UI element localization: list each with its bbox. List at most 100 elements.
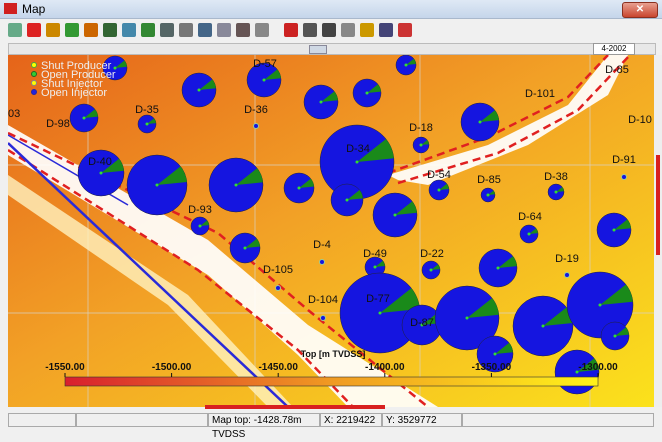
- well-slice: [421, 140, 429, 145]
- well-label: D-36: [244, 104, 268, 116]
- well-label: D-85: [477, 174, 501, 186]
- well-slice: [406, 58, 416, 65]
- legend-symbol: [31, 89, 37, 95]
- colorbar: Top [m TVDSS] -1550.00 -1500.00 -1450.00 -14…: [45, 349, 618, 387]
- well-dot: [575, 370, 579, 374]
- well-dot: [198, 224, 202, 228]
- well-label: D-34: [346, 143, 370, 155]
- well-label: D-40: [88, 156, 112, 168]
- well-dot: [437, 188, 441, 192]
- well-dot: [234, 183, 238, 187]
- toolbar-button[interactable]: [198, 23, 212, 37]
- well-label: D-64: [518, 211, 542, 223]
- well-dot: [612, 228, 616, 232]
- well-label: D-35: [135, 104, 159, 116]
- toolbar-button[interactable]: [217, 23, 231, 37]
- well-slice: [84, 109, 98, 118]
- toolbar-button[interactable]: [255, 23, 269, 37]
- well-dot: [320, 315, 326, 321]
- well-label: D-105: [263, 264, 293, 276]
- colorbar-tick-label: -1300.00: [578, 362, 618, 373]
- toolbar-button[interactable]: [8, 23, 22, 37]
- well-label: D-98: [46, 118, 70, 130]
- status-y: Y: 3529772: [382, 413, 462, 427]
- well-slice: [375, 260, 385, 267]
- toolbar-button[interactable]: [236, 23, 250, 37]
- well-dot: [145, 122, 149, 126]
- toolbar-button[interactable]: [160, 23, 174, 37]
- well-label: D-38: [544, 171, 568, 183]
- well-slice: [245, 238, 260, 248]
- status-map-top: Map top: -1428.78m TVDSS: [208, 413, 320, 440]
- date-selector[interactable]: 4-2002: [593, 43, 635, 55]
- well-label: D-54: [427, 169, 451, 181]
- legend-symbol: [31, 80, 37, 86]
- toolbar-button[interactable]: [303, 23, 317, 37]
- toolbar-button[interactable]: [84, 23, 98, 37]
- well-slice: [101, 158, 124, 173]
- well-layer: D-98 D-35 D-36 D-57 D-34 D-40 D-18 D-101 D-85 D-1…: [8, 55, 652, 395]
- well-label: D-22: [420, 248, 444, 260]
- well-slice: [600, 284, 633, 305]
- status-field: [76, 413, 208, 427]
- legend-label: Shut Injector: [41, 78, 103, 90]
- well-dot: [99, 171, 103, 175]
- well-dot: [82, 116, 86, 120]
- well-slice: [367, 84, 381, 93]
- horizontal-scrollbar[interactable]: 4-2002: [8, 43, 656, 55]
- well-dot: [496, 266, 500, 270]
- status-field: [8, 413, 76, 427]
- well-slice: [556, 187, 564, 192]
- map-canvas: D-98 D-35 D-36 D-57 D-34 D-40 D-18 D-101 D-85 D-1…: [8, 55, 654, 407]
- well-dot: [404, 63, 408, 67]
- well-dot: [262, 78, 266, 82]
- well-slice: [577, 358, 599, 372]
- well-label: D-104: [308, 294, 338, 306]
- toolbar-button[interactable]: [122, 23, 136, 37]
- well-dot: [564, 272, 570, 278]
- colorbar-tick-label: -1550.00: [45, 362, 85, 373]
- toolbar-button[interactable]: [284, 23, 298, 37]
- close-button[interactable]: ✕: [622, 2, 658, 18]
- toolbar-button[interactable]: [141, 23, 155, 37]
- toolbar-button[interactable]: [27, 23, 41, 37]
- well-dot: [621, 174, 627, 180]
- toolbar-button[interactable]: [341, 23, 355, 37]
- toolbar-button[interactable]: [46, 23, 60, 37]
- well-dot: [275, 285, 281, 291]
- status-field: [462, 413, 654, 427]
- well-label: 03: [8, 108, 20, 120]
- toolbar-button[interactable]: [65, 23, 79, 37]
- well-dot: [319, 100, 323, 104]
- well-dot: [297, 186, 301, 190]
- well-dot: [554, 190, 558, 194]
- toolbar-button[interactable]: [322, 23, 336, 37]
- toolbar-button[interactable]: [379, 23, 393, 37]
- well-slice: [236, 168, 263, 185]
- well-slice: [480, 110, 499, 122]
- well-label: D-93: [188, 204, 212, 216]
- well-dot: [420, 323, 424, 327]
- well-slice: [498, 256, 517, 268]
- well-dot: [319, 259, 325, 265]
- well-label: D-57: [253, 58, 277, 70]
- toolbar-button[interactable]: [179, 23, 193, 37]
- toolbar-button[interactable]: [103, 23, 117, 37]
- vertical-scrollbar[interactable]: [654, 55, 662, 407]
- well-slice: [467, 298, 499, 318]
- scroll-indicator: [205, 405, 385, 409]
- well-dot: [345, 198, 349, 202]
- well-slice: [495, 342, 513, 354]
- well-slice: [157, 166, 187, 185]
- toolbar-button[interactable]: [398, 23, 412, 37]
- well-slice: [380, 288, 420, 313]
- well-slice: [347, 190, 363, 200]
- well-slice: [614, 219, 631, 230]
- well-dot: [541, 324, 545, 328]
- toolbar-button[interactable]: [360, 23, 374, 37]
- well-dot: [486, 193, 490, 197]
- well-slice: [529, 228, 538, 234]
- well-slice: [615, 327, 629, 336]
